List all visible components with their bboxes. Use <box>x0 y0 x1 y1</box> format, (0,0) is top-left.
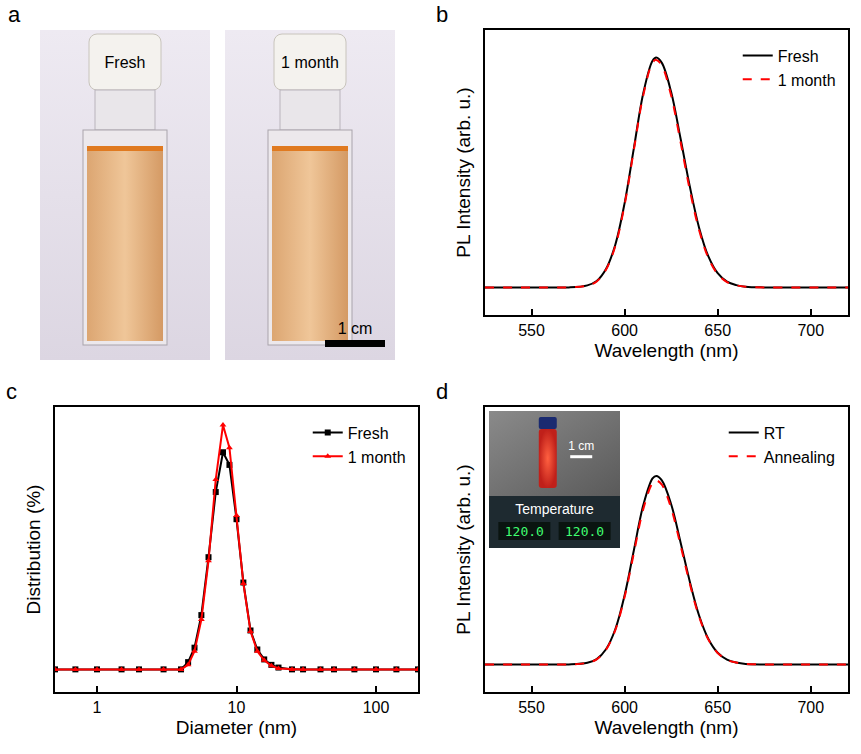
html-text:a: a <box>8 2 21 27</box>
svg-text:RT: RT <box>764 425 785 442</box>
svg-text:120.0: 120.0 <box>565 524 604 539</box>
svg-text:10: 10 <box>228 699 246 716</box>
svg-text:Fresh: Fresh <box>105 54 146 71</box>
svg-text:1 month: 1 month <box>281 54 339 71</box>
svg-text:550: 550 <box>518 322 545 339</box>
svg-text:700: 700 <box>797 699 824 716</box>
svg-text:PL Intensity (arb. u.): PL Intensity (arb. u.) <box>453 87 474 257</box>
svg-text:600: 600 <box>611 699 638 716</box>
svg-text:1 cm: 1 cm <box>338 320 373 337</box>
svg-text:550: 550 <box>518 699 545 716</box>
svg-text:1 cm: 1 cm <box>568 439 594 453</box>
svg-text:Wavelength (nm): Wavelength (nm) <box>595 717 739 738</box>
svg-text:700: 700 <box>797 322 824 339</box>
svg-text:Fresh: Fresh <box>778 48 819 65</box>
svg-text:Annealing: Annealing <box>764 448 835 465</box>
html-text:d: d <box>436 379 449 404</box>
html-text:c: c <box>6 379 17 404</box>
svg-text:Diameter (nm): Diameter (nm) <box>176 717 297 738</box>
svg-text:1 month: 1 month <box>348 448 406 465</box>
svg-text:Wavelength (nm): Wavelength (nm) <box>595 340 739 361</box>
svg-text:100: 100 <box>363 699 390 716</box>
svg-text:1 month: 1 month <box>778 71 836 88</box>
svg-text:Distribution (%): Distribution (%) <box>23 485 44 615</box>
svg-text:Fresh: Fresh <box>348 425 389 442</box>
svg-text:120.0: 120.0 <box>505 524 544 539</box>
svg-text:1: 1 <box>93 699 102 716</box>
svg-text:650: 650 <box>704 699 731 716</box>
svg-text:PL Intensity (arb. u.): PL Intensity (arb. u.) <box>453 464 474 634</box>
svg-text:650: 650 <box>704 322 731 339</box>
html-text:b: b <box>436 2 449 27</box>
svg-text:600: 600 <box>611 322 638 339</box>
svg-text:Temperature: Temperature <box>515 501 594 517</box>
